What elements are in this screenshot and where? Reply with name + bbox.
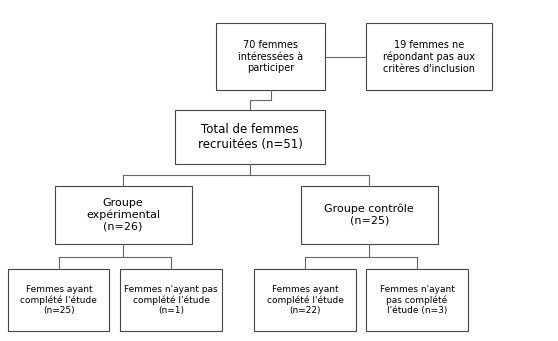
Text: 70 femmes
intéressées à
participer: 70 femmes intéressées à participer <box>238 40 304 73</box>
FancyBboxPatch shape <box>121 269 222 331</box>
Text: Total de femmes
recruitées (n=51): Total de femmes recruitées (n=51) <box>198 123 303 151</box>
Text: Groupe
expérimental
(n=26): Groupe expérimental (n=26) <box>86 198 160 232</box>
Text: Femmes ayant
complété l'étude
(n=22): Femmes ayant complété l'étude (n=22) <box>267 285 343 315</box>
Text: Femmes n'ayant
pas complété
l'étude (n=3): Femmes n'ayant pas complété l'étude (n=3… <box>379 285 455 315</box>
FancyBboxPatch shape <box>216 24 325 90</box>
FancyBboxPatch shape <box>301 186 437 244</box>
FancyBboxPatch shape <box>55 186 191 244</box>
FancyBboxPatch shape <box>175 110 325 164</box>
FancyBboxPatch shape <box>367 24 492 90</box>
Text: 19 femmes ne
répondant pas aux
critères d'inclusion: 19 femmes ne répondant pas aux critères … <box>383 40 475 74</box>
FancyBboxPatch shape <box>254 269 355 331</box>
Text: Femmes ayant
complété l'étude
(n=25): Femmes ayant complété l'étude (n=25) <box>21 285 97 315</box>
Text: Femmes n'ayant pas
complété l'étude
(n=1): Femmes n'ayant pas complété l'étude (n=1… <box>124 285 218 315</box>
FancyBboxPatch shape <box>8 269 109 331</box>
Text: Groupe contrôle
(n=25): Groupe contrôle (n=25) <box>324 204 414 226</box>
FancyBboxPatch shape <box>367 269 468 331</box>
